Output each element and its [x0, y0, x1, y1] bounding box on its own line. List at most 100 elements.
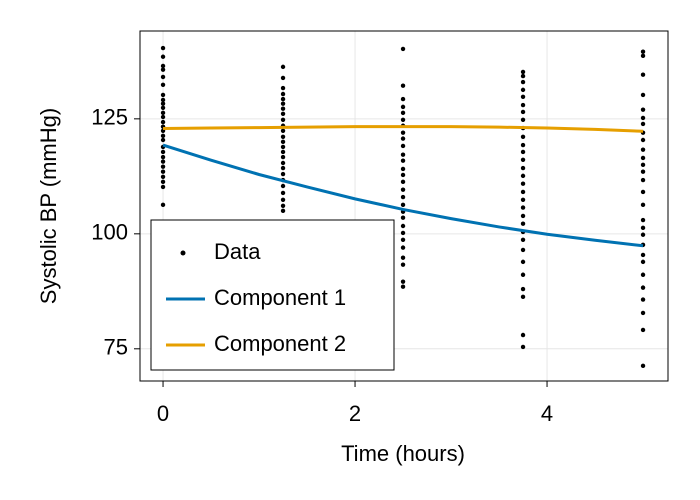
- data-point: [160, 133, 166, 139]
- data-point: [280, 117, 286, 122]
- plot-frame: [139, 30, 669, 382]
- data-point: [400, 46, 406, 52]
- data-point: [640, 53, 646, 59]
- data-point: [280, 149, 286, 155]
- x-tick-label: 0: [157, 401, 169, 426]
- data-point: [400, 110, 406, 116]
- data-point: [520, 259, 526, 265]
- data-point: [520, 73, 526, 79]
- data-point: [160, 159, 166, 164]
- y-tick-label: 100: [91, 220, 128, 245]
- data-point: [160, 169, 166, 174]
- y-tick-label: 75: [104, 335, 128, 360]
- x-tick-label: 2: [349, 401, 361, 426]
- data-point: [160, 54, 166, 59]
- legend-label: Data: [214, 239, 261, 264]
- data-point: [400, 284, 406, 289]
- legend: Data Component 1 Component 2: [150, 219, 395, 371]
- data-point: [280, 144, 286, 150]
- data-point: [160, 74, 166, 80]
- data-point: [640, 225, 646, 231]
- data-point: [280, 154, 286, 160]
- line: [163, 125, 644, 133]
- data-point: [520, 197, 526, 202]
- data-point: [280, 171, 286, 177]
- data-point: [400, 179, 406, 185]
- data-point: [160, 137, 166, 143]
- data-point: [520, 149, 526, 155]
- data-point: [640, 189, 646, 195]
- data-point: [400, 158, 406, 163]
- data-point: [280, 91, 286, 97]
- data-point: [280, 139, 286, 145]
- data-point: [640, 147, 646, 152]
- data-point: [400, 143, 406, 149]
- data-point: [400, 230, 406, 236]
- data-point: [400, 166, 406, 172]
- data-point: [400, 237, 406, 243]
- data-point: [640, 252, 646, 258]
- data-point: [400, 187, 406, 192]
- data-point: [520, 117, 526, 122]
- data-point: [520, 221, 526, 226]
- x-tick-label: 4: [541, 401, 553, 426]
- data-point: [280, 160, 286, 166]
- data-point: [640, 297, 646, 302]
- data-point: [160, 110, 166, 116]
- data-point: [640, 285, 646, 290]
- data-point: [520, 189, 526, 195]
- data-point: [280, 75, 286, 81]
- data-point: [400, 117, 406, 122]
- data-point: [280, 165, 286, 171]
- data-point: [400, 130, 406, 135]
- data-point: [640, 169, 646, 174]
- data-point: [160, 67, 166, 72]
- data-point: [280, 183, 286, 189]
- data-point: [160, 179, 166, 185]
- data-point: [160, 97, 166, 103]
- data-point: [520, 94, 526, 99]
- y-tick-label: 125: [91, 105, 128, 130]
- data-point: [520, 102, 526, 108]
- data-point: [160, 154, 166, 160]
- data-point: [400, 194, 406, 200]
- data-point: [400, 245, 406, 250]
- data-point: [520, 79, 526, 85]
- data-point: [400, 83, 406, 88]
- data-point: [280, 134, 286, 139]
- data-point: [520, 332, 526, 338]
- data-point: [400, 279, 406, 284]
- data-point: [400, 172, 406, 178]
- data-point: [520, 213, 526, 219]
- data-point: [640, 92, 646, 98]
- data-point: [160, 92, 166, 98]
- data-point: [160, 184, 166, 190]
- data-point: [640, 327, 646, 333]
- data-point: [400, 262, 406, 267]
- data-point: [520, 286, 526, 292]
- data-point: [640, 49, 646, 54]
- data-point: [400, 96, 406, 102]
- data-point: [160, 63, 166, 69]
- data-point: [280, 197, 286, 202]
- data-point: [640, 137, 646, 143]
- data-point: [400, 152, 406, 157]
- data-point: [520, 272, 526, 277]
- data-point: [160, 164, 166, 169]
- data-point: [280, 203, 286, 208]
- data-point: [280, 106, 286, 111]
- data-point: [400, 104, 406, 110]
- data-point: [160, 45, 166, 51]
- data-point: [520, 173, 526, 179]
- data-point: [280, 101, 286, 106]
- data-point: [640, 121, 646, 127]
- data-point: [280, 96, 286, 102]
- data-point: [520, 69, 526, 75]
- data-point: [400, 136, 406, 141]
- data-point: [280, 190, 286, 196]
- data-point: [520, 205, 526, 210]
- data-point: [520, 157, 526, 162]
- data-point: [640, 217, 646, 223]
- x-axis-label: Time (hours): [341, 441, 465, 466]
